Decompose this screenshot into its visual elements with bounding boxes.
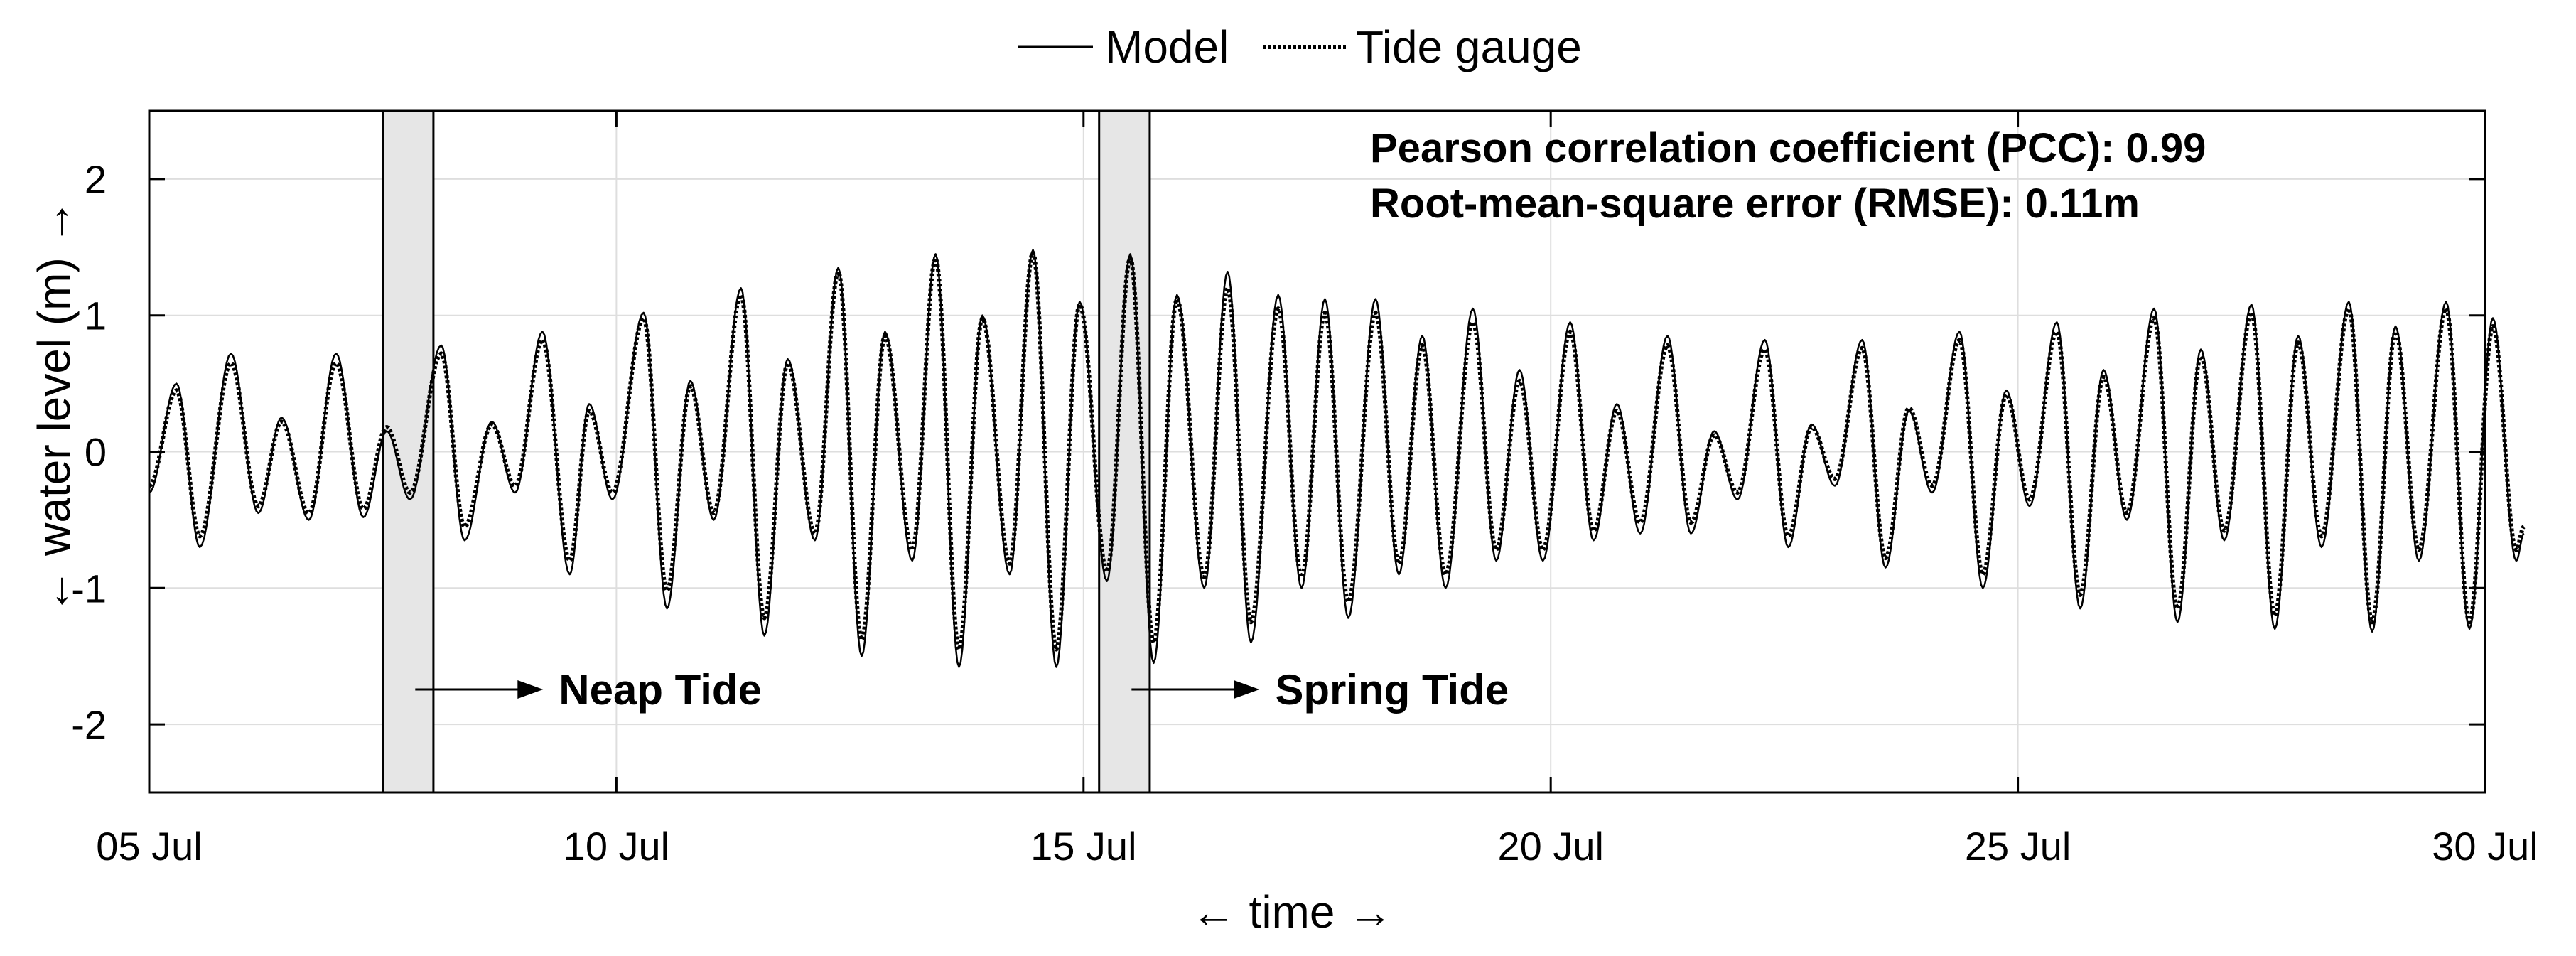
band-annotations: Neap Tide Spring Tide	[415, 666, 1509, 714]
x-tick-label: 25 Jul	[1965, 824, 2071, 869]
axis-ticks	[148, 111, 2486, 793]
x-tick-label: 10 Jul	[564, 824, 669, 869]
highlight-bands	[382, 109, 1151, 794]
y-tick-label: 0	[85, 430, 107, 475]
highlight-band	[382, 109, 435, 794]
x-axis-label: ← time →	[1191, 886, 1393, 938]
y-tick-label: -1	[71, 566, 107, 611]
x-axis-tick-labels: 05 Jul 10 Jul 15 Jul 20 Jul 25 Jul 30 Jul	[96, 824, 2538, 869]
series-lines	[148, 249, 2526, 668]
y-tick-label: -2	[71, 702, 107, 747]
y-tick-label: 1	[85, 294, 107, 338]
series-line-tide-gauge	[148, 250, 2526, 652]
band-label: Spring Tide	[1275, 666, 1509, 714]
x-tick-label: 15 Jul	[1030, 824, 1136, 869]
y-tick-label: 2	[85, 157, 107, 202]
x-tick-label: 20 Jul	[1497, 824, 1603, 869]
legend-model-label: Model	[1105, 21, 1229, 72]
band-arrow-head	[1234, 680, 1260, 699]
pcc-annotation: Pearson correlation coefficient (PCC): 0…	[1370, 125, 2206, 171]
y-axis-tick-labels: -2 -1 0 1 2	[71, 157, 107, 747]
legend-tide-gauge-label: Tide gauge	[1356, 21, 1582, 72]
band-arrow-head	[517, 680, 544, 699]
y-axis-label: ← water level (m) →	[28, 199, 80, 613]
series-line-model	[149, 249, 2525, 668]
rmse-annotation: Root-mean-square error (RMSE): 0.11m	[1370, 181, 2140, 227]
x-tick-label: 30 Jul	[2432, 824, 2538, 869]
legend: Model Tide gauge	[1018, 21, 1582, 72]
band-label: Neap Tide	[559, 666, 762, 714]
x-tick-label: 05 Jul	[96, 824, 202, 869]
